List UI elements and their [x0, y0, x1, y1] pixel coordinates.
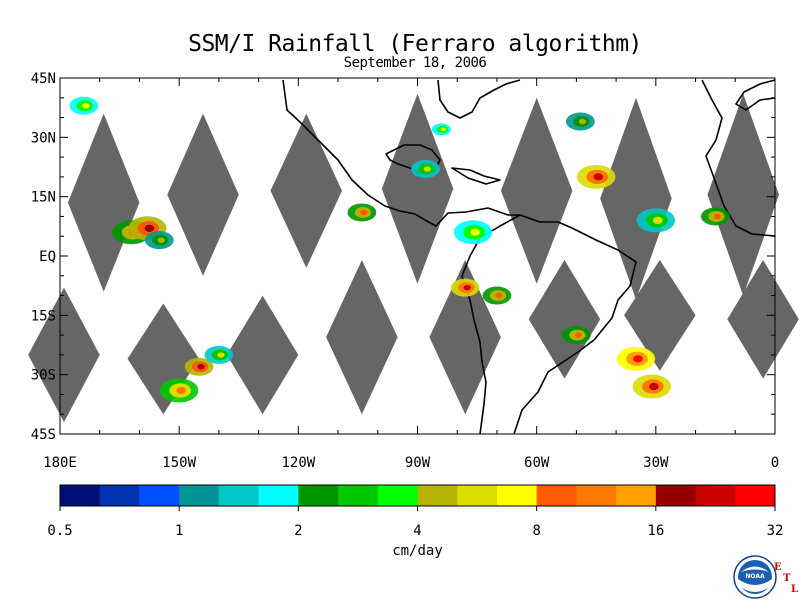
- rain-patch: [470, 228, 480, 236]
- colorbar-swatch: [576, 485, 617, 506]
- figure-subtitle: September 18, 2006: [343, 55, 487, 71]
- colorbar-swatch: [338, 485, 379, 506]
- colorbar-swatch: [377, 485, 418, 506]
- data-gap-swath: [270, 113, 342, 268]
- colorbar-tick-label: 8: [532, 523, 540, 539]
- rain-patch: [360, 209, 368, 216]
- data-gap-swath: [226, 295, 299, 415]
- data-gap-swath: [624, 260, 696, 371]
- data-gap-swath: [500, 97, 573, 284]
- rain-patch: [495, 292, 503, 299]
- data-gap-swath: [381, 93, 454, 284]
- map-plot-area: 45N 30N 15N EQ 15S 30S 45S 180E 150W 120W 90W 60W 30…: [28, 71, 799, 471]
- coastline: [701, 79, 776, 237]
- lat-label: 15N: [31, 190, 56, 206]
- rain-patch: [423, 166, 432, 172]
- lon-label: 150W: [162, 455, 196, 471]
- rain-patch: [82, 102, 90, 109]
- etl-letter-l: L: [791, 584, 799, 595]
- rain-patch: [217, 352, 225, 358]
- colorbar-swatch: [457, 485, 498, 506]
- colorbar-tick-label: 16: [647, 523, 664, 539]
- colorbar-swatch: [496, 485, 538, 506]
- lon-label: 0: [771, 455, 779, 471]
- data-gap-swath: [707, 93, 779, 296]
- lat-label: 30N: [31, 130, 56, 146]
- colorbar-swatch: [139, 485, 180, 506]
- lon-label: 30W: [643, 455, 669, 471]
- etl-letter-t: T: [783, 573, 791, 584]
- rain-patch: [713, 213, 722, 220]
- colorbar: 0.5 1 2 4 8 16 32 cm/day: [47, 484, 784, 559]
- rain-patch: [463, 284, 471, 291]
- lat-label: 45N: [31, 71, 56, 87]
- rain-patch: [157, 237, 165, 243]
- data-gap-swath: [429, 260, 501, 415]
- data-gap-swath: [600, 97, 672, 300]
- colorbar-swatch: [417, 485, 458, 506]
- noaa-logo: NOAA: [733, 555, 777, 599]
- rain-patch: [176, 386, 186, 395]
- colorbar-swatch: [616, 485, 657, 506]
- data-gap-swath: [67, 113, 140, 292]
- colorbar-tick-label: 32: [767, 523, 784, 539]
- colorbar-swatch: [99, 485, 140, 506]
- colorbar-swatch: [695, 485, 736, 506]
- colorbar-swatch: [735, 485, 776, 506]
- colorbar-swatch: [179, 485, 220, 506]
- colorbar-swatch: [655, 485, 697, 506]
- data-gap-swath: [167, 113, 239, 276]
- lat-label: EQ: [39, 249, 56, 265]
- data-gap-swath: [326, 260, 398, 415]
- rain-patch: [440, 127, 446, 132]
- colorbar-unit-label: cm/day: [392, 543, 443, 559]
- rain-patch: [649, 382, 659, 391]
- rain-patch: [574, 332, 582, 338]
- lon-label: 60W: [524, 455, 550, 471]
- coastline: [451, 167, 501, 185]
- colorbar-swatch: [258, 485, 299, 506]
- noaa-logo-text: NOAA: [745, 573, 765, 580]
- etl-letter-e: E: [774, 562, 782, 573]
- colorbar-tick-label: 0.5: [47, 523, 72, 539]
- data-gap-swath: [727, 260, 799, 379]
- rain-patch: [653, 216, 663, 224]
- colorbar-swatch: [60, 485, 101, 506]
- lon-label: 90W: [405, 455, 431, 471]
- colorbar-swatch: [218, 485, 260, 506]
- rain-patch: [593, 173, 604, 181]
- coastline: [437, 79, 521, 119]
- colorbar-swatch: [536, 485, 577, 506]
- colorbar-tick-label: 4: [413, 523, 421, 539]
- rain-patch: [197, 364, 205, 370]
- rain-patch: [144, 224, 155, 232]
- coastline: [282, 79, 520, 227]
- colorbar-swatch: [298, 485, 339, 506]
- lat-label: 45S: [31, 427, 56, 443]
- coastline: [735, 79, 776, 111]
- lat-label: 15S: [31, 308, 56, 324]
- rain-patch: [578, 118, 586, 125]
- lat-label: 30S: [31, 368, 56, 384]
- lon-label: 120W: [281, 455, 315, 471]
- colorbar-tick-label: 2: [294, 523, 302, 539]
- colorbar-tick-label: 1: [175, 523, 183, 539]
- rain-patch: [633, 355, 643, 363]
- lon-label: 180E: [43, 455, 77, 471]
- figure-title: SSM/I Rainfall (Ferraro algorithm): [188, 31, 642, 57]
- coastline: [513, 214, 637, 435]
